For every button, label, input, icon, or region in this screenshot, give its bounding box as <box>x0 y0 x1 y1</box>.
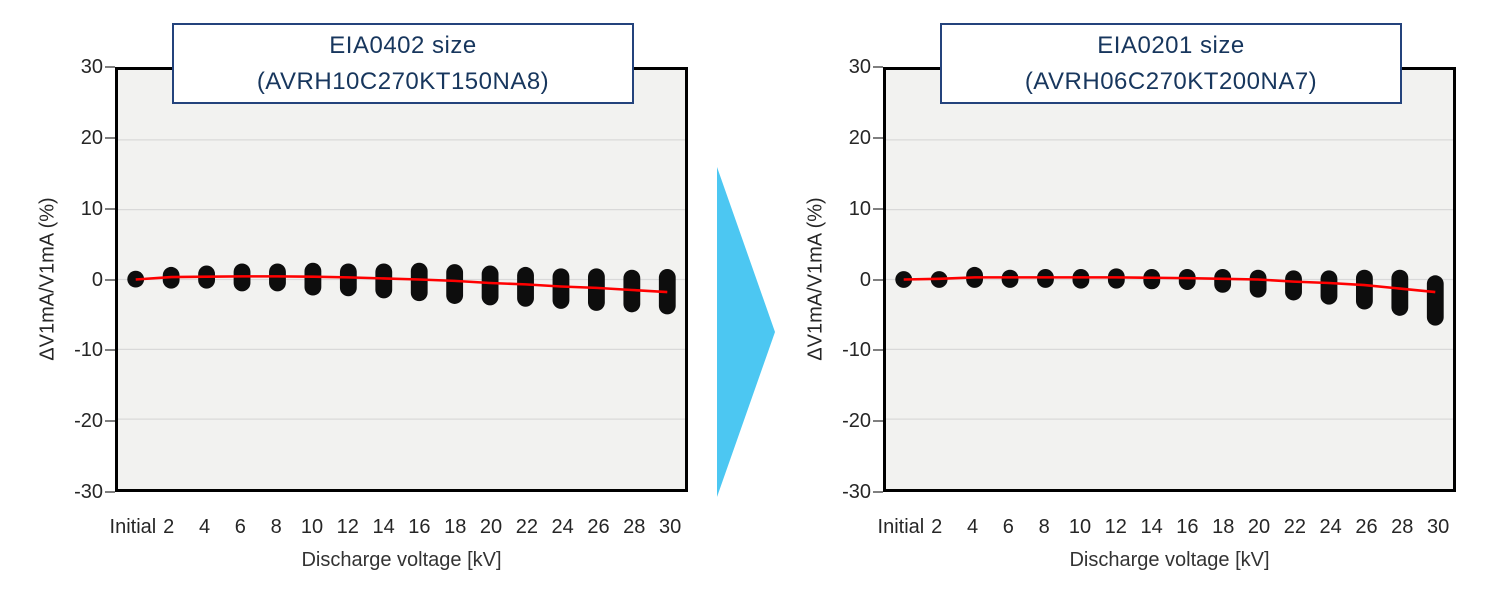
x-tick-label: 30 <box>658 516 682 538</box>
x-tick-label: 4 <box>198 516 211 538</box>
y-tick-label: -20 <box>842 410 871 433</box>
chart-title-box: EIA0201 size (AVRH06C270KT200NA7) <box>940 23 1402 104</box>
chart-title-line1: EIA0201 size <box>1097 31 1245 59</box>
y-tick-mark <box>105 207 115 210</box>
data-cluster <box>1426 275 1444 326</box>
y-tick-label: -10 <box>842 339 871 362</box>
chart-title-box: EIA0402 size (AVRH10C270KT150NA8) <box>172 23 634 104</box>
data-cluster <box>1072 269 1090 289</box>
x-tick-label: 2 <box>931 516 943 538</box>
y-tick-mark <box>873 136 883 139</box>
chart-title-line1: EIA0402 size <box>329 31 477 59</box>
plot-area <box>883 67 1456 492</box>
y-tick-label: -20 <box>74 410 103 433</box>
x-tick-label: 4 <box>966 516 979 538</box>
x-tick-label: 20 <box>479 516 503 538</box>
x-tick-label: 24 <box>551 516 574 538</box>
data-cluster <box>481 265 499 306</box>
x-tick-label: 12 <box>1104 516 1127 538</box>
x-tick-label: 18 <box>444 516 467 538</box>
y-tick-mark <box>873 278 883 281</box>
y-tick-label: -10 <box>74 339 103 362</box>
y-tick-label: 0 <box>91 268 103 291</box>
x-tick-label: 20 <box>1247 516 1271 538</box>
y-tick-label: 20 <box>80 126 103 149</box>
plot-svg <box>886 139 1453 420</box>
y-tick-mark <box>873 207 883 210</box>
x-tick-label: 22 <box>515 516 538 538</box>
y-tick-mark <box>105 278 115 281</box>
data-cluster <box>1391 269 1409 316</box>
data-cluster <box>1320 270 1338 305</box>
x-tick-label: 16 <box>408 516 431 538</box>
y-tick-mark <box>873 349 883 352</box>
x-tick-label: 14 <box>372 516 395 538</box>
data-cluster <box>1001 269 1019 288</box>
x-tick-label: 26 <box>587 516 610 538</box>
x-axis-title: Discharge voltage [kV] <box>301 549 502 571</box>
data-cluster <box>517 266 534 307</box>
y-tick-mark <box>105 349 115 352</box>
y-tick-mark <box>873 66 883 68</box>
data-cluster <box>1143 269 1161 290</box>
transition-arrow-icon <box>717 167 775 497</box>
x-axis-title: Discharge voltage [kV] <box>1069 549 1270 571</box>
y-tick-mark <box>105 491 115 493</box>
data-cluster <box>1355 269 1373 310</box>
y-tick-label: 0 <box>859 268 871 291</box>
x-tick-label: 8 <box>270 516 282 538</box>
x-tick-label: 16 <box>1176 516 1199 538</box>
y-tick-mark <box>105 420 115 423</box>
y-tick-label: 30 <box>80 56 103 78</box>
y-tick-mark <box>105 136 115 139</box>
x-tick-label: 10 <box>1068 516 1092 538</box>
y-tick-label: 10 <box>848 197 871 220</box>
data-cluster <box>446 264 464 304</box>
x-tick-label: 28 <box>1391 516 1414 538</box>
data-cluster <box>1214 269 1232 293</box>
data-cluster <box>1285 270 1302 301</box>
chart-title-line2: (AVRH10C270KT150NA8) <box>256 67 550 95</box>
y-tick-mark <box>873 420 883 423</box>
mean-line <box>135 275 668 294</box>
plot-svg <box>118 139 685 420</box>
x-tick-label: 10 <box>300 516 324 538</box>
y-tick-label: 20 <box>848 126 871 149</box>
data-cluster <box>552 268 570 309</box>
x-tick-label: 6 <box>1002 516 1014 538</box>
data-cluster <box>375 263 393 299</box>
x-tick-label: 26 <box>1355 516 1378 538</box>
y-tick-mark <box>873 491 883 493</box>
data-cluster <box>339 263 357 297</box>
x-tick-label: Initial <box>109 516 157 538</box>
x-tick-label: 30 <box>1426 516 1450 538</box>
chart-title-line2: (AVRH06C270KT200NA7) <box>1024 67 1318 95</box>
x-tick-label: 6 <box>234 516 246 538</box>
x-tick-label: 2 <box>163 516 175 538</box>
data-cluster <box>1249 269 1267 298</box>
x-tick-label: 8 <box>1038 516 1050 538</box>
chart-eia0402: EIA0402 size (AVRH10C270KT150NA8) ΔV1mA/… <box>37 23 688 571</box>
y-tick-label: 10 <box>80 197 103 220</box>
x-tick-label: 14 <box>1140 516 1163 538</box>
y-tick-label: -30 <box>74 481 103 503</box>
mean-line <box>903 276 1436 294</box>
data-cluster <box>587 268 605 311</box>
x-tick-label: 24 <box>1319 516 1342 538</box>
x-tick-label: 28 <box>623 516 646 538</box>
data-cluster <box>304 262 322 296</box>
x-tick-label: Initial <box>877 516 925 538</box>
y-tick-label: 30 <box>848 56 871 78</box>
chart-eia0201: EIA0201 size (AVRH06C270KT200NA7) ΔV1mA/… <box>805 23 1456 571</box>
x-tick-label: 22 <box>1283 516 1306 538</box>
x-tick-label: 12 <box>336 516 359 538</box>
y-tick-mark <box>105 66 115 68</box>
data-cluster <box>410 262 428 302</box>
data-cluster <box>1178 269 1196 290</box>
x-tick-label: 18 <box>1212 516 1235 538</box>
plot-area <box>115 67 688 492</box>
y-tick-label: -30 <box>842 481 871 503</box>
